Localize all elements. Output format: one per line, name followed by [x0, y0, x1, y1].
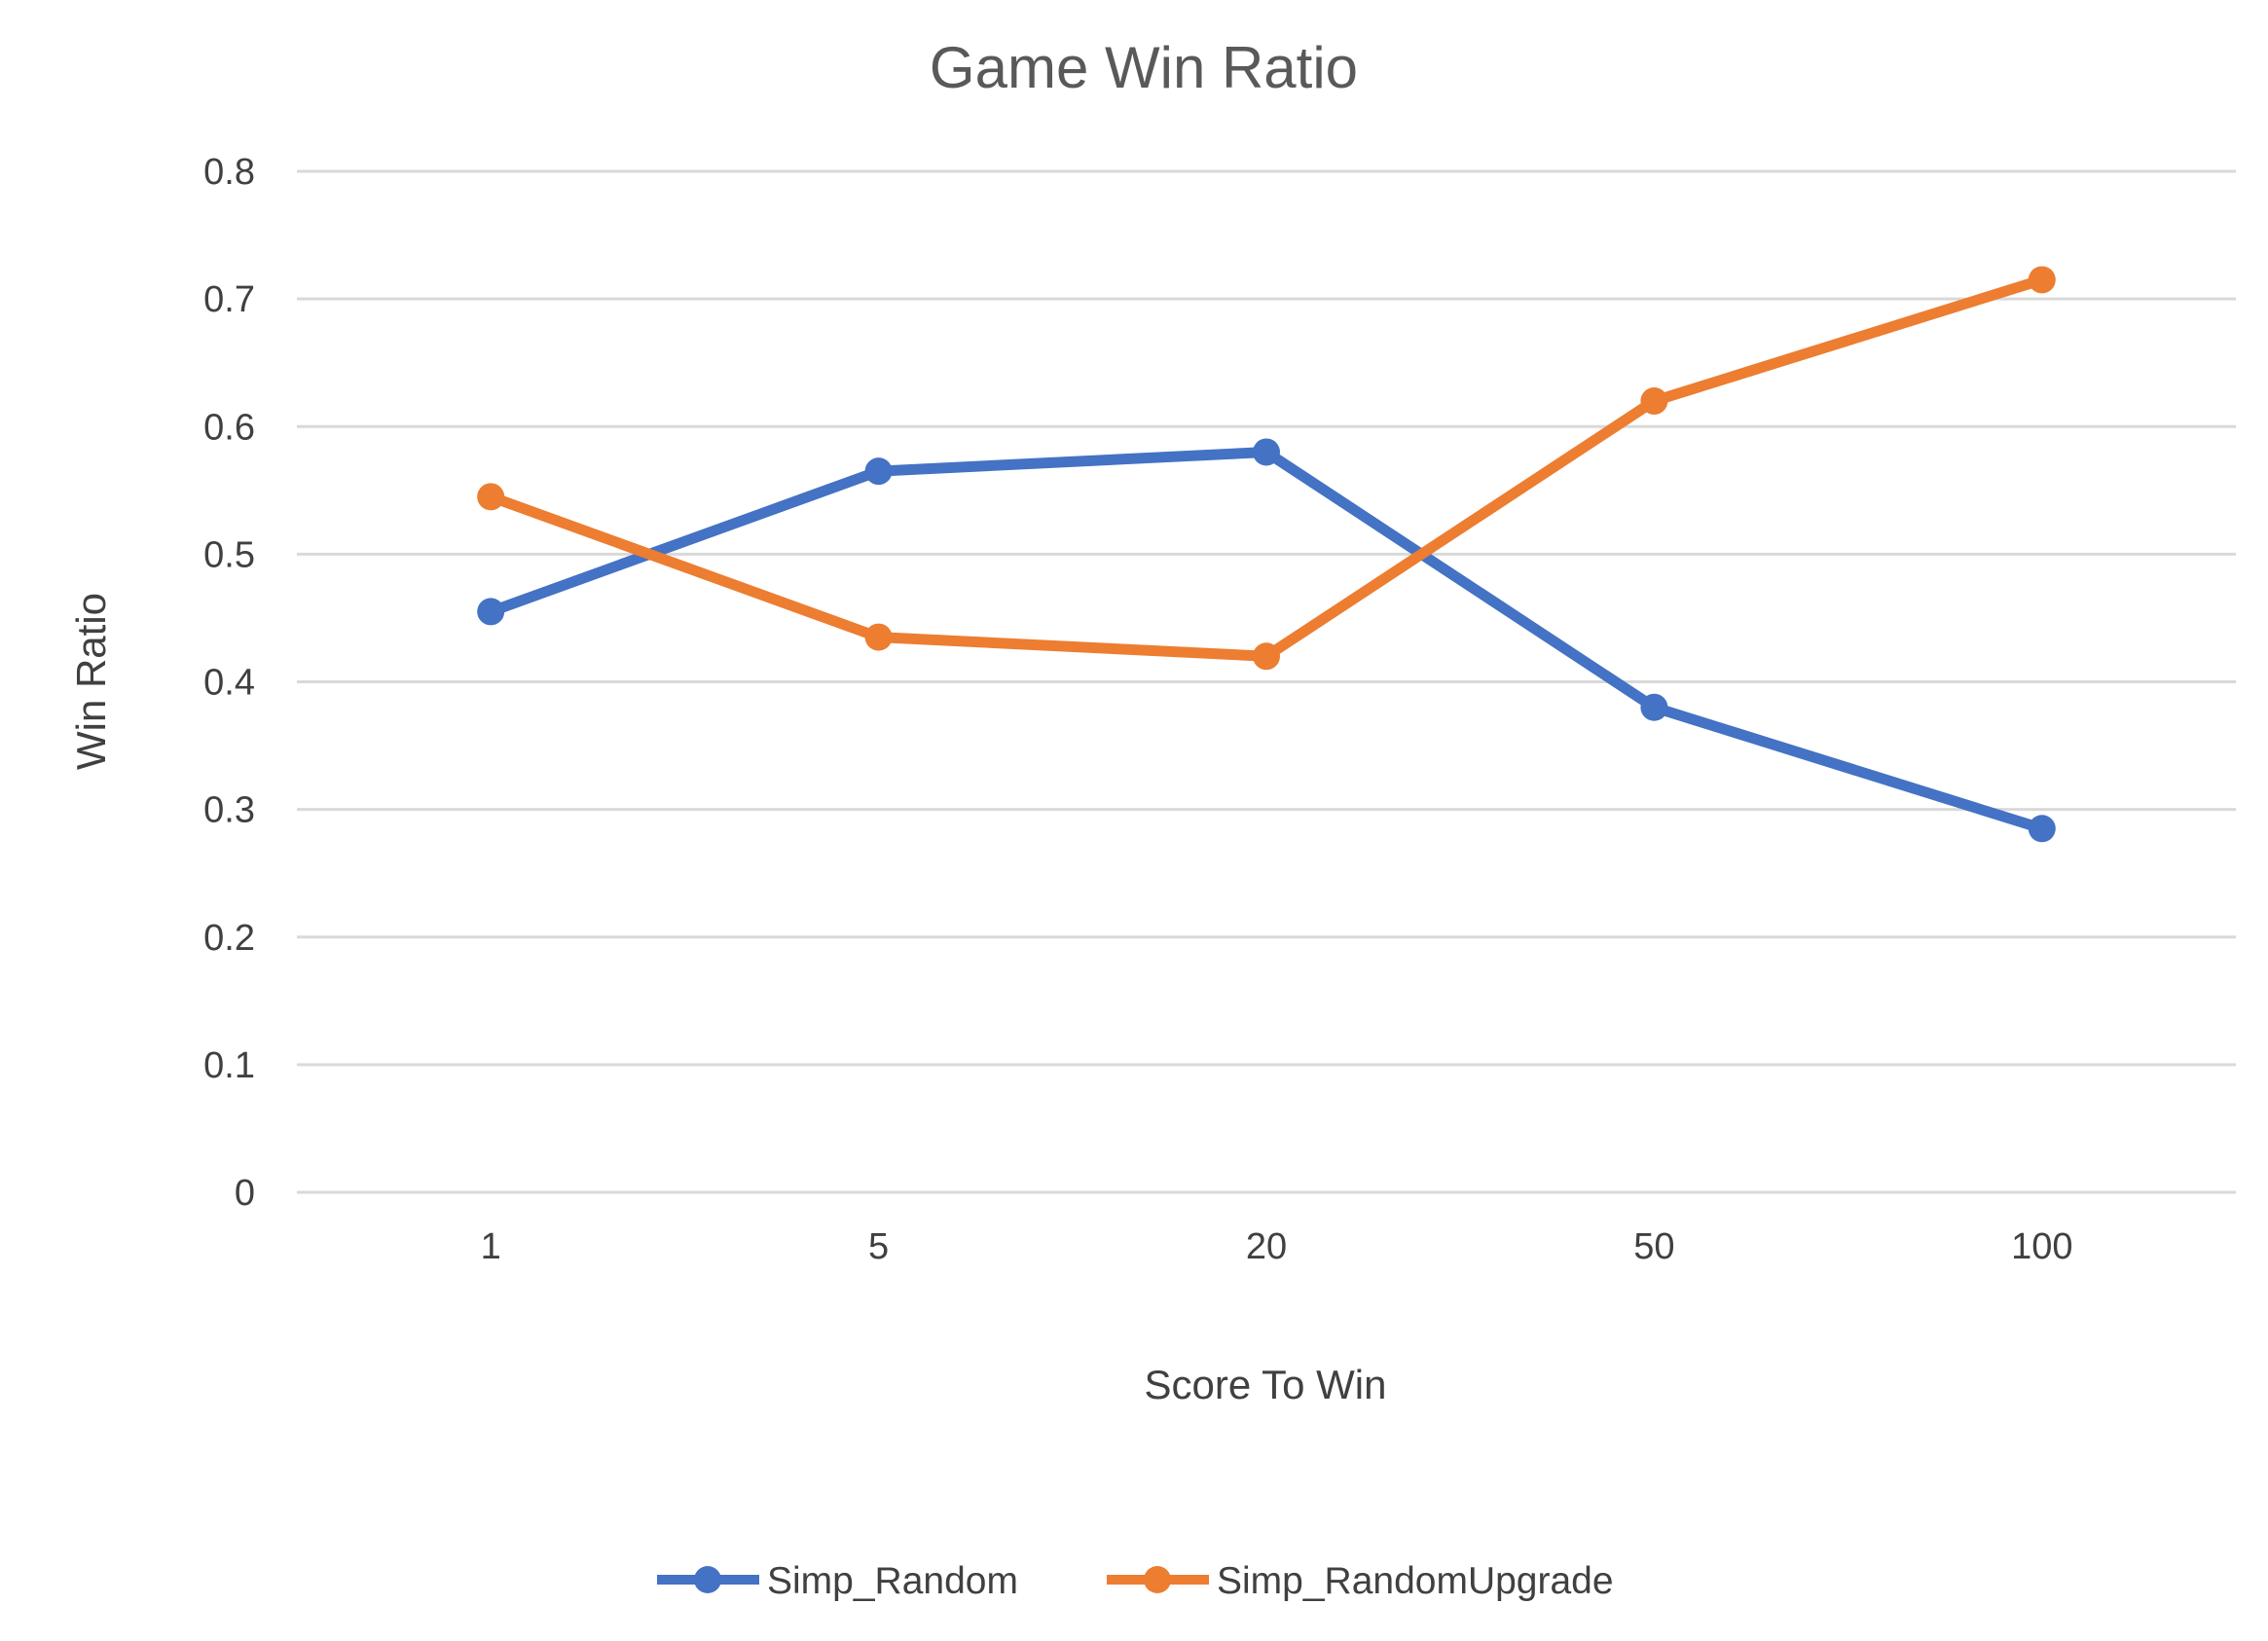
x-tick-labels: 1 5 20 50 100 [481, 1226, 2073, 1267]
legend-label-simp-random: Simp_Random [767, 1560, 1018, 1602]
data-point [2028, 815, 2056, 843]
x-tick-label: 1 [481, 1226, 501, 1267]
series-markers [477, 266, 2056, 843]
x-tick-label: 50 [1633, 1226, 1674, 1267]
data-point [1640, 693, 1668, 721]
legend-swatch-marker [694, 1566, 721, 1593]
data-point [477, 483, 505, 511]
legend-item-simp-random: Simp_Random [657, 1560, 1018, 1602]
x-axis-title: Score To Win [1145, 1362, 1387, 1407]
legend-label-simp-randomupgrade: Simp_RandomUpgrade [1217, 1560, 1614, 1602]
x-tick-label: 5 [868, 1226, 889, 1267]
series-line-simp-random [485, 446, 2048, 834]
legend: Simp_Random Simp_RandomUpgrade [657, 1560, 1614, 1602]
y-axis-title: Win Ratio [68, 593, 114, 770]
data-point [2028, 266, 2056, 294]
y-tick-labels: 0 0.1 0.2 0.3 0.4 0.5 0.6 0.7 0.8 [203, 152, 255, 1214]
data-point [1253, 642, 1280, 671]
data-point [1253, 438, 1280, 466]
y-tick-label: 0.2 [203, 918, 255, 959]
data-point [477, 598, 505, 626]
y-tick-label: 0.1 [203, 1045, 255, 1086]
y-tick-label: 0.5 [203, 534, 255, 575]
y-tick-label: 0 [235, 1173, 255, 1214]
gridlines [297, 169, 2236, 1194]
y-tick-label: 0.4 [203, 663, 255, 704]
data-point [864, 623, 893, 651]
y-tick-label: 0.3 [203, 790, 255, 831]
y-tick-label: 0.6 [203, 407, 255, 448]
data-point [1640, 387, 1668, 416]
legend-item-simp-randomupgrade: Simp_RandomUpgrade [1107, 1560, 1614, 1602]
y-tick-label: 0.7 [203, 279, 255, 320]
legend-swatch-marker [1144, 1566, 1171, 1593]
chart-title: Game Win Ratio [930, 35, 1358, 100]
data-point [864, 457, 893, 486]
y-tick-label: 0.8 [203, 152, 255, 193]
x-tick-label: 20 [1246, 1226, 1287, 1267]
x-tick-label: 100 [2011, 1226, 2072, 1267]
series-line-simp-randomupgrade [485, 274, 2048, 662]
